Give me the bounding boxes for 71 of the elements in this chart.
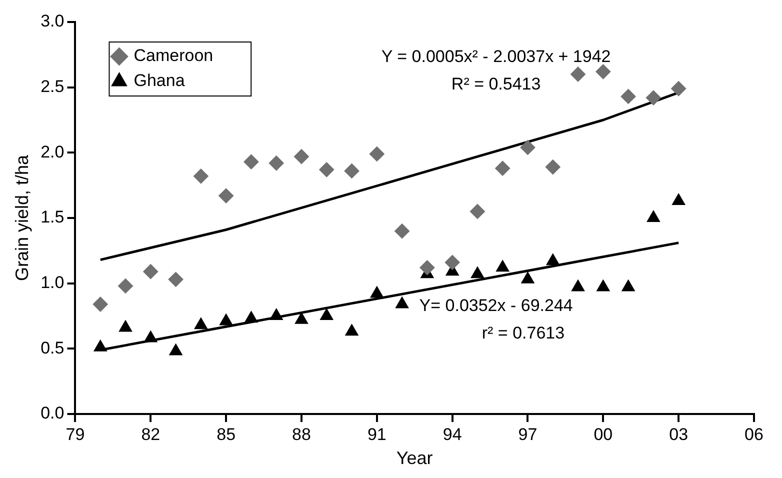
point <box>570 66 586 82</box>
point <box>470 204 485 219</box>
point <box>220 314 233 326</box>
y-tick-label: 1.5 <box>40 208 64 227</box>
x-tick-label: 06 <box>744 424 764 444</box>
point <box>496 260 510 272</box>
point <box>546 254 560 266</box>
y-tick-label: 0.0 <box>40 404 64 423</box>
point <box>345 324 358 336</box>
y-tick-label: 1.0 <box>40 273 64 292</box>
annotation: Y= 0.0352x - 69.244 <box>419 296 573 315</box>
y-tick-label: 0.5 <box>40 338 64 358</box>
point <box>596 64 611 80</box>
annotation: R² = 0.5413 <box>451 74 541 94</box>
x-tick-label: 03 <box>669 424 688 444</box>
point <box>394 224 410 239</box>
point <box>270 308 283 320</box>
point <box>294 312 308 324</box>
point <box>294 149 309 164</box>
x-tick-label: 82 <box>141 424 160 444</box>
point <box>495 160 510 176</box>
point <box>268 156 284 171</box>
point <box>144 330 158 342</box>
point <box>622 280 635 292</box>
point <box>169 344 182 356</box>
x-tick-label: 85 <box>216 424 236 444</box>
annotation: Y = 0.0005x² - 2.0037x + 1942 <box>381 46 611 66</box>
point <box>194 318 208 330</box>
point <box>521 272 534 284</box>
point <box>218 188 234 204</box>
x-tick-label: 79 <box>66 424 85 444</box>
y-tick-label: 2.5 <box>40 77 64 96</box>
point <box>671 81 686 96</box>
y-tick-label: 2.0 <box>40 142 64 162</box>
point <box>545 160 560 175</box>
point <box>395 296 409 308</box>
point <box>369 146 384 162</box>
point <box>520 140 536 155</box>
point <box>143 264 158 280</box>
point <box>646 90 661 106</box>
point <box>370 286 384 298</box>
point <box>320 308 334 320</box>
point <box>244 154 259 170</box>
point <box>244 311 258 323</box>
legend-label: Ghana <box>134 71 186 90</box>
point <box>193 168 208 184</box>
x-tick-label: 97 <box>518 424 538 444</box>
point <box>118 320 132 332</box>
x-tick-label: 94 <box>442 424 462 444</box>
x-tick-label: 91 <box>367 424 386 444</box>
point <box>571 280 585 292</box>
point <box>672 194 686 206</box>
point <box>470 266 484 278</box>
y-tick-label: 3.0 <box>40 12 64 31</box>
point <box>118 278 134 294</box>
legend-label: Cameroon <box>134 46 214 66</box>
point <box>620 88 636 104</box>
point <box>168 272 184 287</box>
x-tick-label: 00 <box>594 424 613 444</box>
point <box>319 162 334 178</box>
point <box>444 254 460 270</box>
point <box>92 296 108 312</box>
y-axis-title: Grain yield, t/ha <box>12 154 32 282</box>
point <box>344 163 360 178</box>
point <box>94 340 107 352</box>
annotation: r² = 0.7613 <box>482 323 565 342</box>
point <box>646 210 660 222</box>
point <box>420 260 435 276</box>
point <box>596 280 610 292</box>
x-axis-title: Year <box>396 448 433 468</box>
x-tick-label: 88 <box>292 424 311 444</box>
